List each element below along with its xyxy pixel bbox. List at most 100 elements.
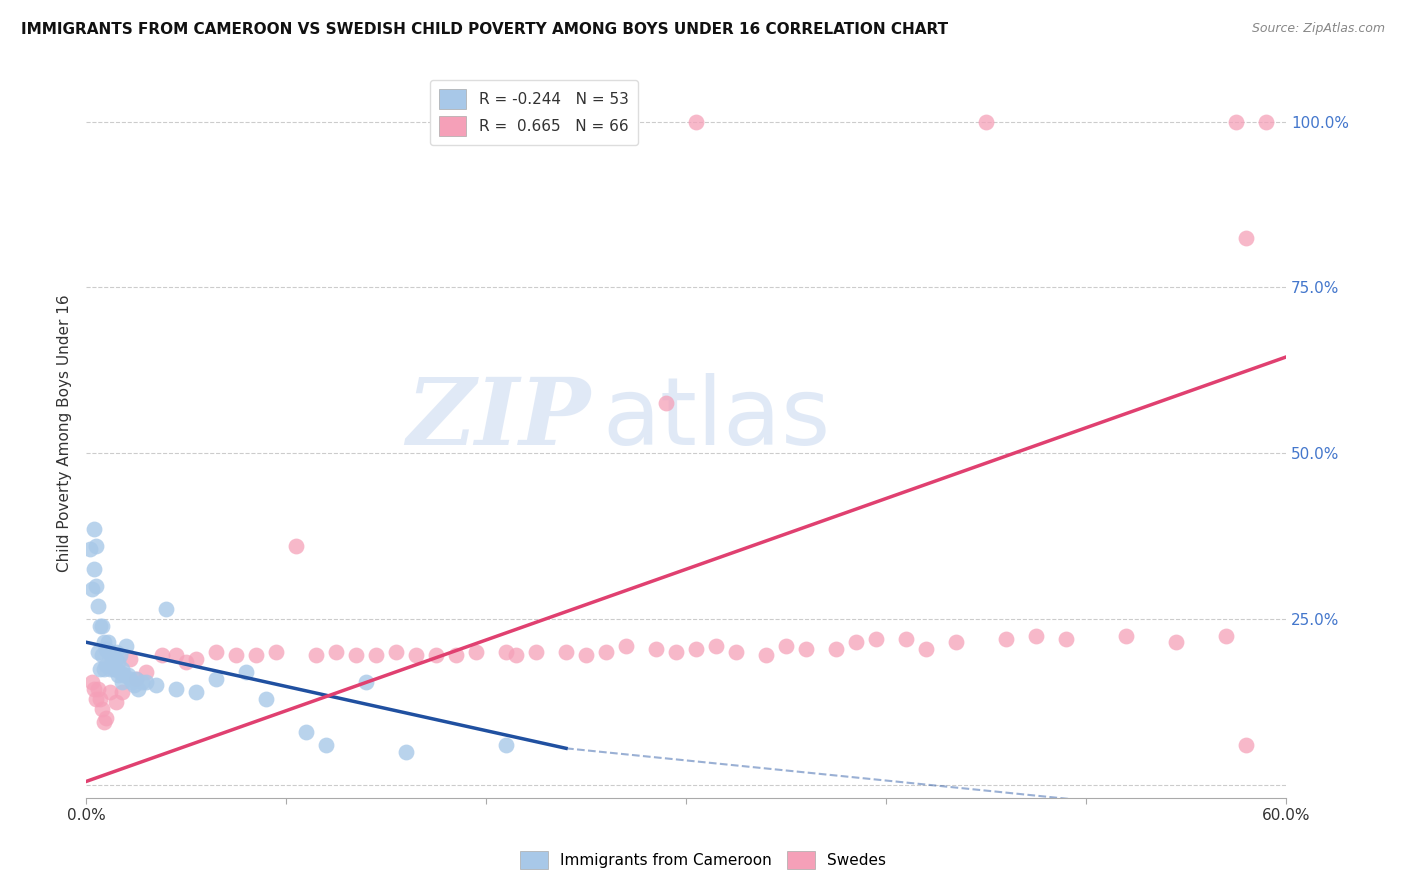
- Point: [94, 711, 117, 725]
- Point: [495, 738, 517, 752]
- Point: [364, 648, 387, 663]
- Point: [98, 662, 121, 676]
- Point: [524, 645, 547, 659]
- Point: [105, 645, 128, 659]
- Point: [235, 665, 257, 679]
- Point: [127, 681, 149, 696]
- Point: [894, 632, 917, 646]
- Point: [105, 695, 128, 709]
- Point: [93, 662, 115, 676]
- Point: [112, 668, 135, 682]
- Point: [1254, 114, 1277, 128]
- Point: [108, 648, 131, 663]
- Point: [87, 681, 110, 696]
- Point: [83, 523, 105, 537]
- Point: [117, 668, 139, 682]
- Point: [444, 648, 467, 663]
- Point: [80, 582, 103, 596]
- Point: [79, 542, 101, 557]
- Point: [305, 648, 328, 663]
- Text: atlas: atlas: [602, 373, 831, 465]
- Point: [111, 662, 134, 676]
- Point: [111, 685, 134, 699]
- Legend: R = -0.244   N = 53, R =  0.665   N = 66: R = -0.244 N = 53, R = 0.665 N = 66: [430, 79, 637, 145]
- Point: [354, 675, 377, 690]
- Point: [974, 114, 997, 128]
- Point: [685, 641, 707, 656]
- Point: [107, 655, 129, 669]
- Point: [101, 655, 124, 669]
- Point: [84, 691, 107, 706]
- Point: [94, 658, 117, 673]
- Point: [225, 648, 247, 663]
- Point: [1115, 629, 1137, 643]
- Point: [89, 691, 111, 706]
- Point: [174, 655, 197, 669]
- Point: [83, 562, 105, 576]
- Point: [385, 645, 408, 659]
- Point: [614, 639, 637, 653]
- Point: [135, 675, 157, 690]
- Y-axis label: Child Poverty Among Boys Under 16: Child Poverty Among Boys Under 16: [58, 294, 72, 572]
- Point: [121, 675, 143, 690]
- Point: [264, 645, 287, 659]
- Point: [295, 724, 318, 739]
- Point: [794, 641, 817, 656]
- Point: [495, 645, 517, 659]
- Point: [91, 618, 114, 632]
- Point: [1025, 629, 1047, 643]
- Point: [505, 648, 527, 663]
- Point: [325, 645, 347, 659]
- Point: [724, 645, 747, 659]
- Point: [465, 645, 488, 659]
- Point: [87, 645, 110, 659]
- Point: [89, 618, 111, 632]
- Point: [111, 675, 134, 690]
- Point: [115, 639, 138, 653]
- Point: [91, 648, 114, 663]
- Point: [555, 645, 578, 659]
- Point: [405, 648, 427, 663]
- Point: [285, 539, 308, 553]
- Point: [131, 675, 153, 690]
- Point: [145, 678, 167, 692]
- Point: [755, 648, 778, 663]
- Point: [165, 681, 187, 696]
- Point: [1234, 738, 1257, 752]
- Point: [184, 685, 207, 699]
- Text: IMMIGRANTS FROM CAMEROON VS SWEDISH CHILD POVERTY AMONG BOYS UNDER 16 CORRELATIO: IMMIGRANTS FROM CAMEROON VS SWEDISH CHIL…: [21, 22, 948, 37]
- Point: [94, 641, 117, 656]
- Point: [845, 635, 868, 649]
- Point: [775, 639, 797, 653]
- Point: [945, 635, 967, 649]
- Point: [120, 652, 142, 666]
- Point: [205, 672, 228, 686]
- Point: [84, 579, 107, 593]
- Point: [254, 691, 277, 706]
- Point: [80, 675, 103, 690]
- Point: [165, 648, 187, 663]
- Point: [1225, 114, 1247, 128]
- Point: [575, 648, 598, 663]
- Point: [425, 648, 447, 663]
- Point: [344, 648, 367, 663]
- Point: [101, 648, 124, 663]
- Point: [125, 672, 148, 686]
- Point: [120, 672, 142, 686]
- Point: [125, 672, 148, 686]
- Point: [97, 635, 120, 649]
- Point: [395, 745, 418, 759]
- Point: [205, 645, 228, 659]
- Point: [245, 648, 267, 663]
- Point: [915, 641, 938, 656]
- Point: [93, 635, 115, 649]
- Point: [665, 645, 688, 659]
- Point: [89, 662, 111, 676]
- Point: [84, 539, 107, 553]
- Point: [1054, 632, 1077, 646]
- Point: [155, 602, 177, 616]
- Point: [91, 701, 114, 715]
- Point: [93, 714, 115, 729]
- Point: [645, 641, 668, 656]
- Text: ZIP: ZIP: [406, 374, 591, 464]
